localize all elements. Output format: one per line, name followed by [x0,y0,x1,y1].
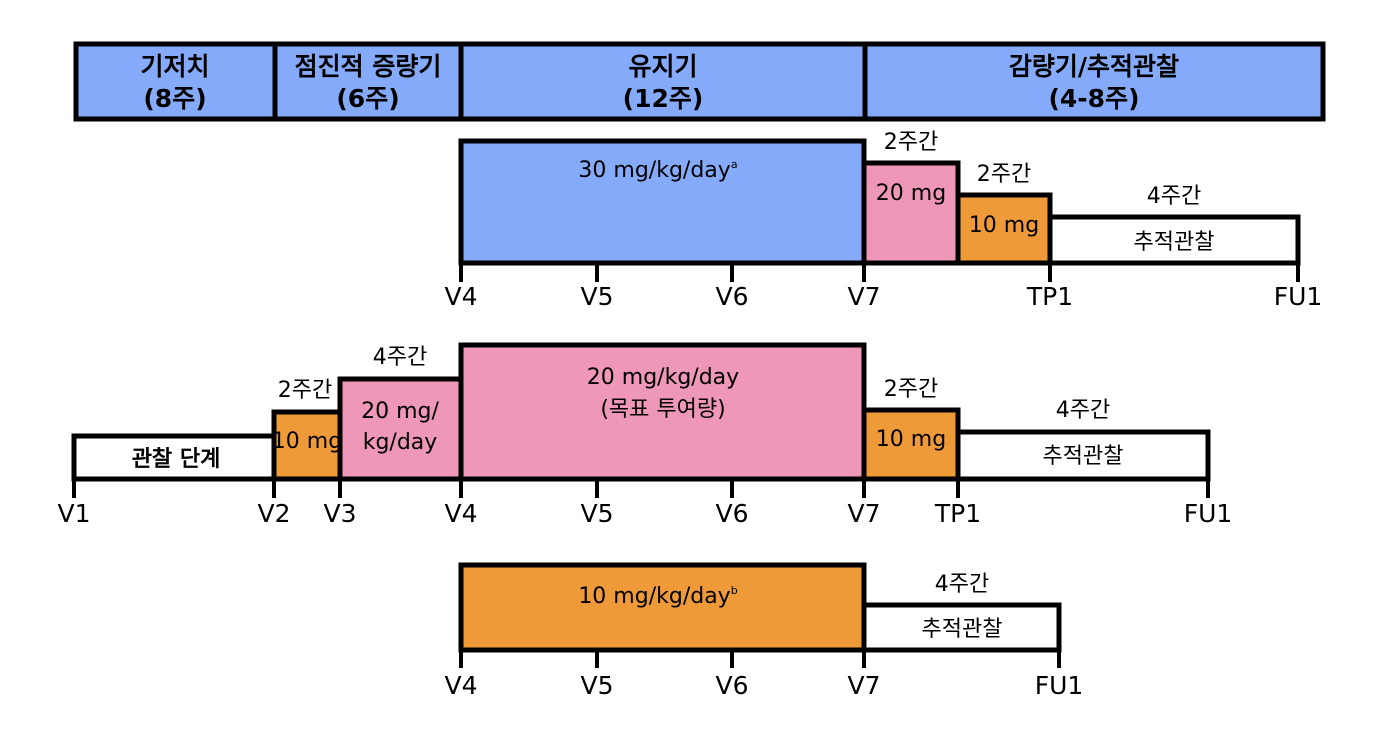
arm1-followup-box [1047,214,1301,266]
arm1-visit-v6: V6 [715,282,748,311]
arm2-followup-label: 추적관찰 [1043,444,1124,469]
arm2-visit-tp1: TP1 [934,499,981,528]
arm2-step2-dose-line1: 20 mg/ [361,399,439,424]
arm2-followup-period: 4주간 [1056,398,1110,423]
phase-taper-duration: (4-8주) [1048,84,1139,113]
arm2-visit-v5: V5 [580,499,613,528]
arm3-visit-v7: V7 [847,671,880,700]
arm1-taper2-period: 2주간 [977,162,1031,187]
arm2-step2-period: 4주간 [373,345,427,370]
arm2-visit-v2: V2 [257,499,290,528]
arm-20mg: 관찰 단계 2주간 10 mg 4주간 20 mg/ kg/day 20 mg/… [57,342,1233,528]
arm1-ticks [459,263,1300,282]
arm3-visit-fu1: FU1 [1035,671,1084,700]
arm1-followup-label: 추적관찰 [1134,230,1215,255]
arm1-visit-v7: V7 [847,282,880,311]
arm1-visit-tp1: TP1 [1026,282,1073,311]
arm1-taper1-box [861,160,961,266]
arm1-taper1-period: 2주간 [884,130,938,155]
arm2-visit-v4: V4 [444,499,477,528]
arm2-ticks [72,479,1210,498]
arm3-visit-v4: V4 [444,671,477,700]
arm2-visit-v6: V6 [715,499,748,528]
arm2-taper-period: 2주간 [884,377,938,402]
arm2-step1-box [271,409,343,482]
arm2-visit-v3: V3 [323,499,356,528]
arm1-visit-fu1: FU1 [1274,282,1323,311]
arm3-followup-period: 4주간 [935,572,989,597]
phase-titration-box [272,41,464,122]
arm2-visit-v1: V1 [57,499,90,528]
arm2-step1-period: 2주간 [278,378,332,403]
arm2-observation-box [71,433,277,482]
arm2-taper-dose: 10 mg [876,427,946,452]
phase-baseline-duration: (8주) [143,84,206,113]
arm1-taper2-dose: 10 mg [969,213,1039,238]
arm2-visit-v7: V7 [847,499,880,528]
arm1-main-dose-label: 30 mg/kg/daya [578,158,737,183]
arm3-visit-v6: V6 [715,671,748,700]
arm2-visit-fu1: FU1 [1184,499,1233,528]
phase-baseline-box [73,41,278,122]
arm2-step2-box [337,376,464,482]
arm2-step1-dose: 10 mg [272,429,342,454]
phase-baseline-name: 기저치 [140,52,209,81]
arm2-followup-box [955,429,1211,482]
arm2-step2-dose-line2: kg/day [363,430,438,455]
arm2-taper-box [861,407,961,482]
arm2-main-dose-box [458,342,867,482]
phase-maintenance-name: 유지기 [628,52,697,81]
arm-30mg: 30 mg/kg/daya 2주간 20 mg 2주간 10 mg 4주간 추적… [444,130,1322,311]
arm3-followup-label: 추적관찰 [922,617,1003,642]
arm1-followup-period: 4주간 [1147,184,1201,209]
phase-titration-name: 점진적 증량기 [295,52,442,81]
phase-titration-duration: (6주) [336,84,399,113]
arm-10mg: 10 mg/kg/dayb 4주간 추적관찰 V4 V5 V6 V7 FU1 [444,562,1084,700]
arm3-main-dose-box [458,562,867,653]
arm1-visit-v5: V5 [580,282,613,311]
arm3-followup-box [861,602,1062,653]
phase-header: 기저치 (8주) 점진적 증량기 (6주) 유지기 (12주) 감량기/추적관찰… [73,41,1326,122]
arm2-main-dose-line1: 20 mg/kg/day [587,365,739,390]
arm1-visit-v4: V4 [444,282,477,311]
arm1-taper1-dose: 20 mg [876,181,946,206]
arm3-main-dose-label: 10 mg/kg/dayb [578,584,737,609]
phase-maintenance-box [458,41,868,122]
arm3-ticks [459,650,1061,668]
arm1-main-dose-box [458,138,867,266]
phase-maintenance-duration: (12주) [623,84,704,113]
phase-taper-box [862,41,1326,122]
arm3-visit-v5: V5 [580,671,613,700]
phase-taper-name: 감량기/추적관찰 [1009,52,1179,81]
arm2-observation-label: 관찰 단계 [132,447,221,472]
arm2-main-dose-line2: (목표 투여량) [600,397,725,422]
